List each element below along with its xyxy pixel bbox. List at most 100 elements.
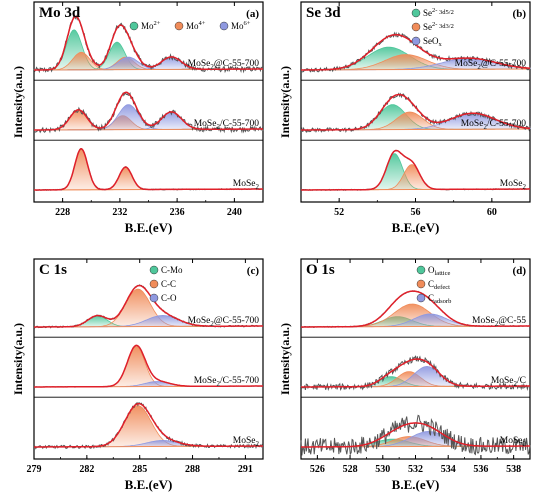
- trace-2: MoSe2: [33, 401, 264, 450]
- legend-label: Se2- 3d5/2: [423, 7, 454, 18]
- legend-item-0: Mo2+: [129, 20, 161, 31]
- x-tick-label: 538: [506, 464, 521, 475]
- legend-item-0: Se2- 3d5/2: [411, 7, 454, 18]
- trace-label: MoSe2/C: [491, 376, 526, 388]
- fit-component-1: [301, 164, 530, 191]
- legend-label: Cadsorb: [428, 293, 451, 305]
- legend-swatch: [149, 293, 159, 303]
- trace-2: MoSe2: [300, 414, 531, 456]
- panel-b: MoSe2@C-55-700 MoSe2/C-55-700 MoSe2 52 56 60 S…: [278, 1, 531, 235]
- x-tick-label: 528: [343, 464, 358, 475]
- fit-envelope: [34, 148, 263, 191]
- fit-envelope: [301, 358, 530, 388]
- trace-label: MoSe2/C-55-700: [194, 376, 260, 388]
- legend-item-1: Cdefect: [416, 279, 450, 291]
- legend-swatch: [149, 265, 159, 275]
- trace-2: MoSe2: [300, 149, 531, 191]
- x-tick-label: 532: [408, 464, 423, 475]
- legend-label: Se2- 3d3/2: [423, 21, 454, 32]
- fit-envelope: [301, 422, 530, 448]
- x-axis-label: B.E.(eV): [125, 477, 173, 492]
- x-tick-label: 534: [441, 464, 456, 475]
- legend-item-2: Cadsorb: [416, 293, 451, 305]
- trace-0: MoSe2@C-55-700: [33, 284, 264, 329]
- fit-envelope: [34, 402, 263, 448]
- x-tick-label: 240: [227, 207, 242, 218]
- legend-item-1: Se2- 3d3/2: [411, 21, 454, 32]
- fit-envelope: [34, 344, 263, 388]
- legend-swatch: [149, 279, 159, 289]
- panel-letter: (d): [513, 265, 527, 277]
- fit-envelope: [301, 149, 530, 191]
- x-tick-label: 236: [170, 207, 185, 218]
- legend-swatch: [416, 265, 426, 275]
- trace-1: MoSe2/C-55-700: [33, 91, 264, 134]
- trace-label: MoSe2@C-55-700: [455, 59, 527, 71]
- fit-envelope: [34, 91, 263, 131]
- legend-swatch: [416, 279, 426, 289]
- legend-item-0: Olattice: [416, 265, 450, 277]
- trace-label: MoSe2/C-55-700: [194, 119, 260, 131]
- legend-label: Mo4+: [186, 20, 206, 31]
- background-line: [300, 68, 531, 71]
- x-tick-label: 291: [238, 464, 253, 475]
- x-tick-label: 228: [55, 207, 70, 218]
- trace-label: MoSe2: [500, 179, 527, 191]
- legend-label: Olattice: [428, 265, 450, 277]
- panel-letter: (a): [246, 8, 259, 20]
- x-tick-label: 288: [185, 464, 200, 475]
- trace-0: MoSe2@C-55-700: [33, 14, 264, 74]
- panel-title: Mo 3d: [39, 5, 81, 21]
- legend-label: Cdefect: [428, 279, 450, 291]
- panel-title: Se 3d: [306, 5, 341, 21]
- panel-title: O 1s: [306, 262, 335, 278]
- panel-letter: (b): [513, 8, 527, 20]
- legend-swatch: [411, 8, 421, 18]
- legend-label: C-Mo: [161, 265, 183, 275]
- legend-swatch: [416, 293, 426, 303]
- panel-a: MoSe2@C-55-700 MoSe2/C-55-700 MoSe2 228 232 2…: [11, 1, 264, 235]
- x-tick-label: 52: [334, 207, 344, 218]
- plot-frame: [33, 258, 264, 460]
- trace-1: MoSe2/C-55-700: [300, 92, 531, 134]
- fit-envelope: [34, 15, 263, 71]
- trace-label: MoSe2/C-55-700: [461, 119, 527, 131]
- legend-swatch: [219, 21, 229, 31]
- legend-item-2: SeOx: [411, 36, 443, 48]
- raw-spectrum: [300, 414, 531, 456]
- legend-label: C-C: [161, 279, 176, 289]
- x-tick-label: 536: [473, 464, 488, 475]
- x-tick-label: 530: [375, 464, 390, 475]
- panel-c: MoSe2@C-55-700 MoSe2/C-55-700 MoSe2 279 282 2…: [11, 258, 264, 492]
- panel-d: MoSe2@C-55 MoSe2/C MoSe2 526 528 530 532 534 536…: [278, 258, 531, 492]
- trace-0: MoSe2@C-55-700: [300, 31, 531, 73]
- trace-label: MoSe2@C-55: [472, 316, 526, 328]
- legend-swatch: [174, 21, 184, 31]
- y-axis-label: Intensity(a.u.): [278, 323, 292, 395]
- panel-title: C 1s: [39, 262, 67, 278]
- x-axis-label: B.E.(eV): [125, 220, 173, 235]
- trace-label: MoSe2: [233, 436, 260, 448]
- y-axis-label: Intensity(a.u.): [11, 323, 25, 395]
- legend-label: Mo2+: [141, 20, 161, 31]
- y-axis-label: Intensity(a.u.): [11, 66, 25, 138]
- x-axis-label: B.E.(eV): [392, 477, 440, 492]
- x-tick-label: 282: [79, 464, 94, 475]
- x-tick-label: 526: [310, 464, 325, 475]
- trace-0: MoSe2@C-55: [300, 290, 531, 328]
- x-tick-label: 279: [27, 464, 42, 475]
- legend-swatch: [411, 36, 421, 46]
- legend-label: SeOx: [423, 36, 443, 48]
- x-axis-label: B.E.(eV): [392, 220, 440, 235]
- trace-label: MoSe2@C-55-700: [188, 316, 260, 328]
- trace-label: MoSe2: [500, 436, 527, 448]
- legend-label: C-O: [161, 293, 177, 303]
- trace-1: MoSe2/C: [300, 355, 531, 392]
- legend-item-1: C-C: [149, 279, 176, 289]
- legend-label: Mo6+: [231, 20, 251, 31]
- x-tick-label: 232: [112, 207, 127, 218]
- fit-envelope: [301, 290, 530, 328]
- trace-1: MoSe2/C-55-700: [33, 344, 264, 388]
- y-axis-label: Intensity(a.u.): [278, 66, 292, 138]
